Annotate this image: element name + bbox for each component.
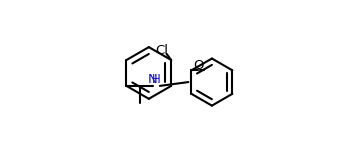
Text: N: N: [147, 73, 157, 86]
Text: Cl: Cl: [156, 44, 168, 57]
Text: H: H: [152, 73, 160, 86]
Text: O: O: [193, 59, 204, 72]
